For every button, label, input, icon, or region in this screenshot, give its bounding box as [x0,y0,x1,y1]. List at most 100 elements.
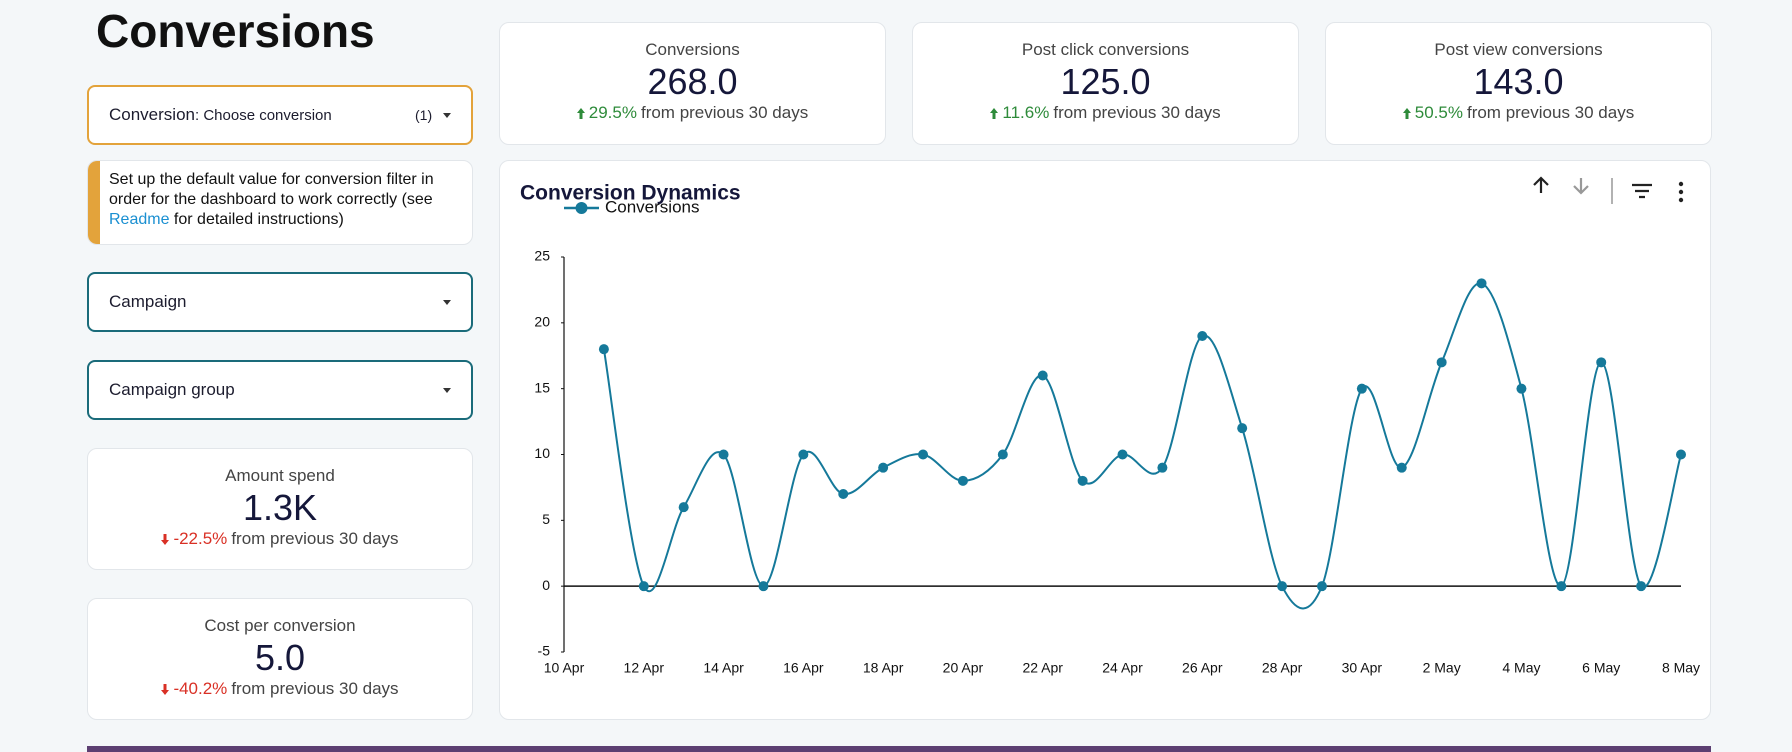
data-point [1556,581,1567,592]
dropdown-caret [443,113,451,118]
data-point [1516,383,1527,394]
kpi-comparison: from previous 30 days [640,103,809,122]
x-tick-label: 16 Apr [783,660,824,676]
data-point [918,449,929,460]
kpi-card: Post click conversions 125.0 11.6% from pre… [912,22,1299,145]
x-tick-label: 6 May [1582,660,1620,676]
chart-toolbar [1533,176,1684,204]
data-point [678,502,689,513]
y-tick-label: -5 [538,643,551,659]
kpi-card: Cost per conversion 5.0 -40.2% from previou… [87,598,473,720]
campaign-filter[interactable]: Campaign [87,272,473,332]
data-point [1197,331,1208,341]
kpi-label: Amount spend [225,466,335,485]
filter-count: (1) [415,107,433,123]
x-tick-label: 30 Apr [1342,660,1383,676]
x-tick-label: 24 Apr [1102,660,1143,676]
kpi-value: 143.0 [1473,61,1564,102]
data-point [758,581,769,592]
trend-arrow [161,533,170,545]
x-tick-label: 2 May [1423,660,1461,676]
kpi-change-row: -40.2% from previous 30 days [161,679,399,699]
data-point [1676,449,1686,460]
x-tick-label: 12 Apr [624,660,665,676]
data-point [1237,423,1248,434]
kpi-card: Amount spend 1.3K -22.5% from previous 30 d… [87,448,473,570]
trend-arrow-shape [161,683,170,695]
filter-label: Campaign [109,292,187,311]
data-point [1157,462,1168,473]
data-point [598,344,609,355]
kpi-change-row: 50.5% from previous 30 days [1402,103,1635,123]
chart: Conversion Dynamics -5 0 5 10 15 20 25 10 Apr 12… [520,176,1700,676]
data-point [1356,383,1367,394]
dropdown-caret [443,300,451,305]
trend-arrow-shape [990,107,999,119]
data-point [878,462,889,473]
series-line [602,282,1682,610]
trend-arrow [161,683,170,695]
kpi-value: 268.0 [647,61,738,102]
trend-arrow [576,107,585,119]
data-point [1596,357,1607,368]
kpi-label: Cost per conversion [204,616,356,635]
kpi-comparison: from previous 30 days [1466,103,1635,122]
kpi-card: Conversions 268.0 29.5% from previous 30 da… [499,22,886,145]
data-point [1316,581,1327,592]
note-bar [88,161,100,244]
x-tick-label: 14 Apr [703,660,744,676]
data-point [718,449,729,460]
x-tick-label: 26 Apr [1182,660,1223,676]
data-point [1476,278,1487,289]
x-tick-label: 18 Apr [863,660,904,676]
trend-arrow [990,107,999,119]
kpi-change: 29.5% [588,103,637,122]
kpi-change: -40.2% [173,679,228,698]
note-text-before: Set up the default value for conversion … [109,171,434,208]
x-tick-label: 22 Apr [1022,660,1063,676]
more-button[interactable] [1678,181,1684,203]
filter-value: : Choose conversion [195,106,332,124]
kpi-change: 50.5% [1414,103,1463,122]
trend-arrow-shape [576,107,585,119]
x-tick-label: 4 May [1502,660,1540,676]
sort-ascending[interactable] [1533,176,1549,193]
y-tick-label: 10 [534,445,550,461]
readme-link[interactable]: Readme [109,211,170,228]
legend-marker [575,202,588,214]
setup-note: Set up the default value for conversion … [87,160,473,245]
page-title: Conversions [96,5,375,57]
campaign-group-filter[interactable]: Campaign group [87,360,473,420]
x-tick-label: 28 Apr [1262,660,1303,676]
data-point [1277,581,1288,592]
filter-label: Conversion [109,105,195,124]
y-tick-label: 15 [534,379,550,395]
data-point [1077,475,1088,486]
trend-arrow [1402,107,1411,119]
dropdown-caret [443,388,451,393]
kpi-comparison: from previous 30 days [1053,103,1221,122]
data-point [957,475,968,486]
kpi-comparison: from previous 30 days [231,679,399,698]
kpi-label: Post click conversions [1021,40,1190,59]
x-tick-label: 10 Apr [544,660,585,676]
kpi-label: Conversions [645,40,740,59]
kpi-comparison: from previous 30 days [231,529,399,548]
kpi-change-row: -22.5% from previous 30 days [161,529,399,549]
conversion-filter[interactable]: Conversion: Choose conversion (1) [87,85,473,145]
data-point [798,449,809,460]
y-tick-label: 5 [542,511,550,527]
y-tick-label: 25 [534,248,550,264]
kpi-value: 125.0 [1060,61,1151,102]
chart-card: Conversion Dynamics -5 0 5 10 15 20 25 10 Apr 12… [499,160,1711,720]
data-point [1636,581,1647,592]
sort-descending[interactable] [1573,178,1589,195]
kpi-change-row: 11.6% from previous 30 days [990,103,1221,123]
kpi-change-row: 29.5% from previous 30 days [576,103,809,123]
data-point [997,449,1008,460]
filter-button[interactable] [1632,183,1652,199]
chart-title: Conversion Dynamics [520,182,741,205]
kpi-card: Post view conversions 143.0 50.5% from prev… [1325,22,1712,145]
data-point [1117,449,1128,460]
x-tick-label: 20 Apr [943,660,984,676]
